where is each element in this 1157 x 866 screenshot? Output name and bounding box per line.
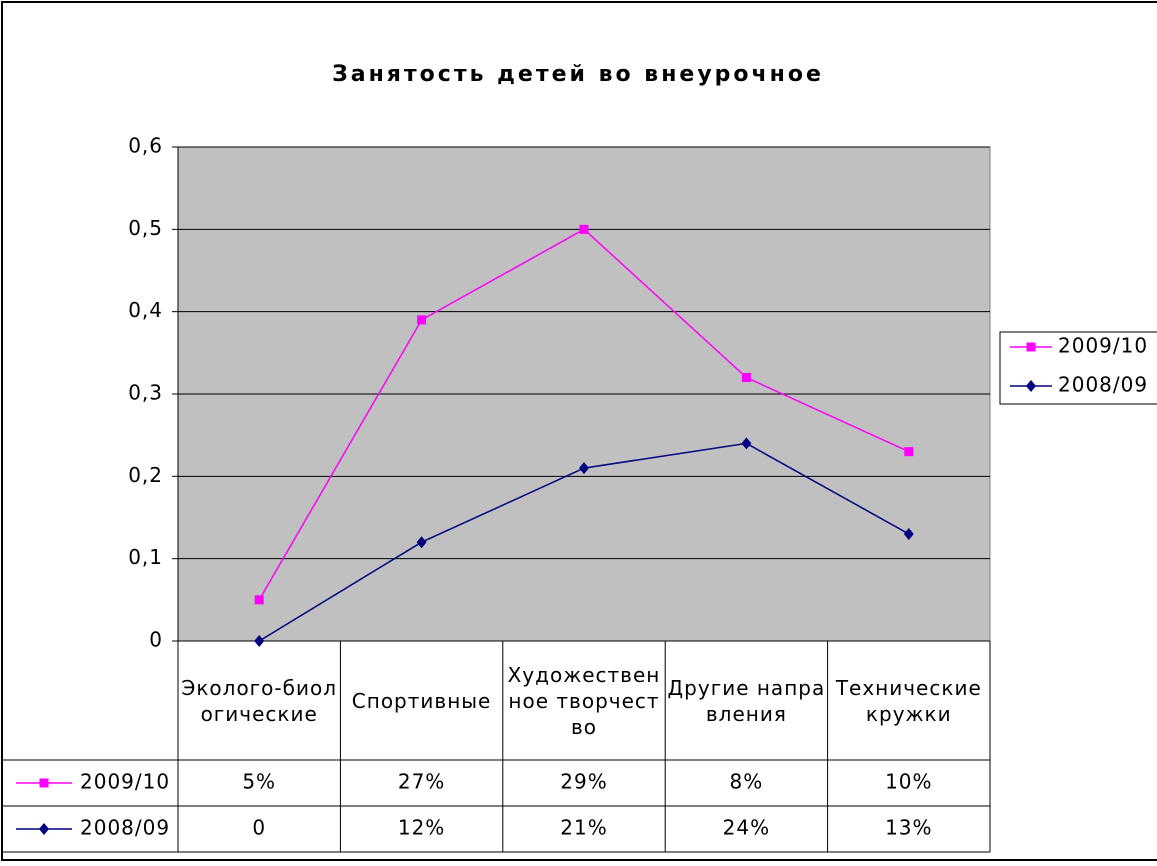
y-tick-label: 0,4 [128, 298, 163, 322]
x-tick-label: Спортивные [351, 688, 492, 713]
y-tick-label: 0,2 [128, 463, 163, 487]
table-cell: 27% [398, 770, 445, 794]
point [741, 437, 752, 450]
y-tick-label: 0,6 [128, 134, 163, 158]
table-cell: 13% [885, 816, 932, 840]
point [903, 527, 914, 540]
x-tick-label: Другие направления [667, 675, 826, 726]
table-cell: 0 [252, 816, 266, 840]
legend-marker [39, 823, 49, 835]
chart-title: Занятость детей во внеурочное [332, 62, 824, 87]
table-row-label: 2009/10 [80, 770, 170, 794]
point [579, 224, 589, 234]
table-row-label: 2008/09 [80, 816, 170, 840]
table-cell: 21% [560, 816, 607, 840]
point [254, 635, 265, 647]
table-cell: 29% [560, 770, 607, 794]
legend-box [999, 331, 1157, 405]
table-cell: 5% [242, 770, 276, 794]
point [904, 447, 914, 457]
point [579, 462, 589, 475]
y-tick-label: 0,5 [128, 216, 163, 240]
legend-label: 2009/10 [1058, 334, 1148, 358]
point [254, 595, 264, 605]
table-cell: 10% [885, 770, 932, 794]
y-tick-label: 0,3 [128, 381, 163, 405]
legend-label: 2008/09 [1058, 373, 1148, 397]
x-tick-label: Эколого-биологические [181, 675, 337, 726]
point [741, 373, 751, 383]
x-tick-label: Технические кружки [835, 675, 982, 726]
legend-marker [1026, 342, 1036, 352]
table-cell: 24% [723, 816, 770, 840]
point [417, 315, 427, 325]
x-tick-label: Художественное творчество [507, 662, 661, 739]
table-cell: 8% [730, 770, 764, 794]
y-tick-label: 0,1 [128, 545, 163, 569]
legend-marker [1026, 380, 1036, 392]
point [416, 536, 427, 549]
y-tick-label: 0 [149, 628, 163, 652]
table-cell: 12% [398, 816, 445, 840]
legend-marker [39, 778, 49, 788]
